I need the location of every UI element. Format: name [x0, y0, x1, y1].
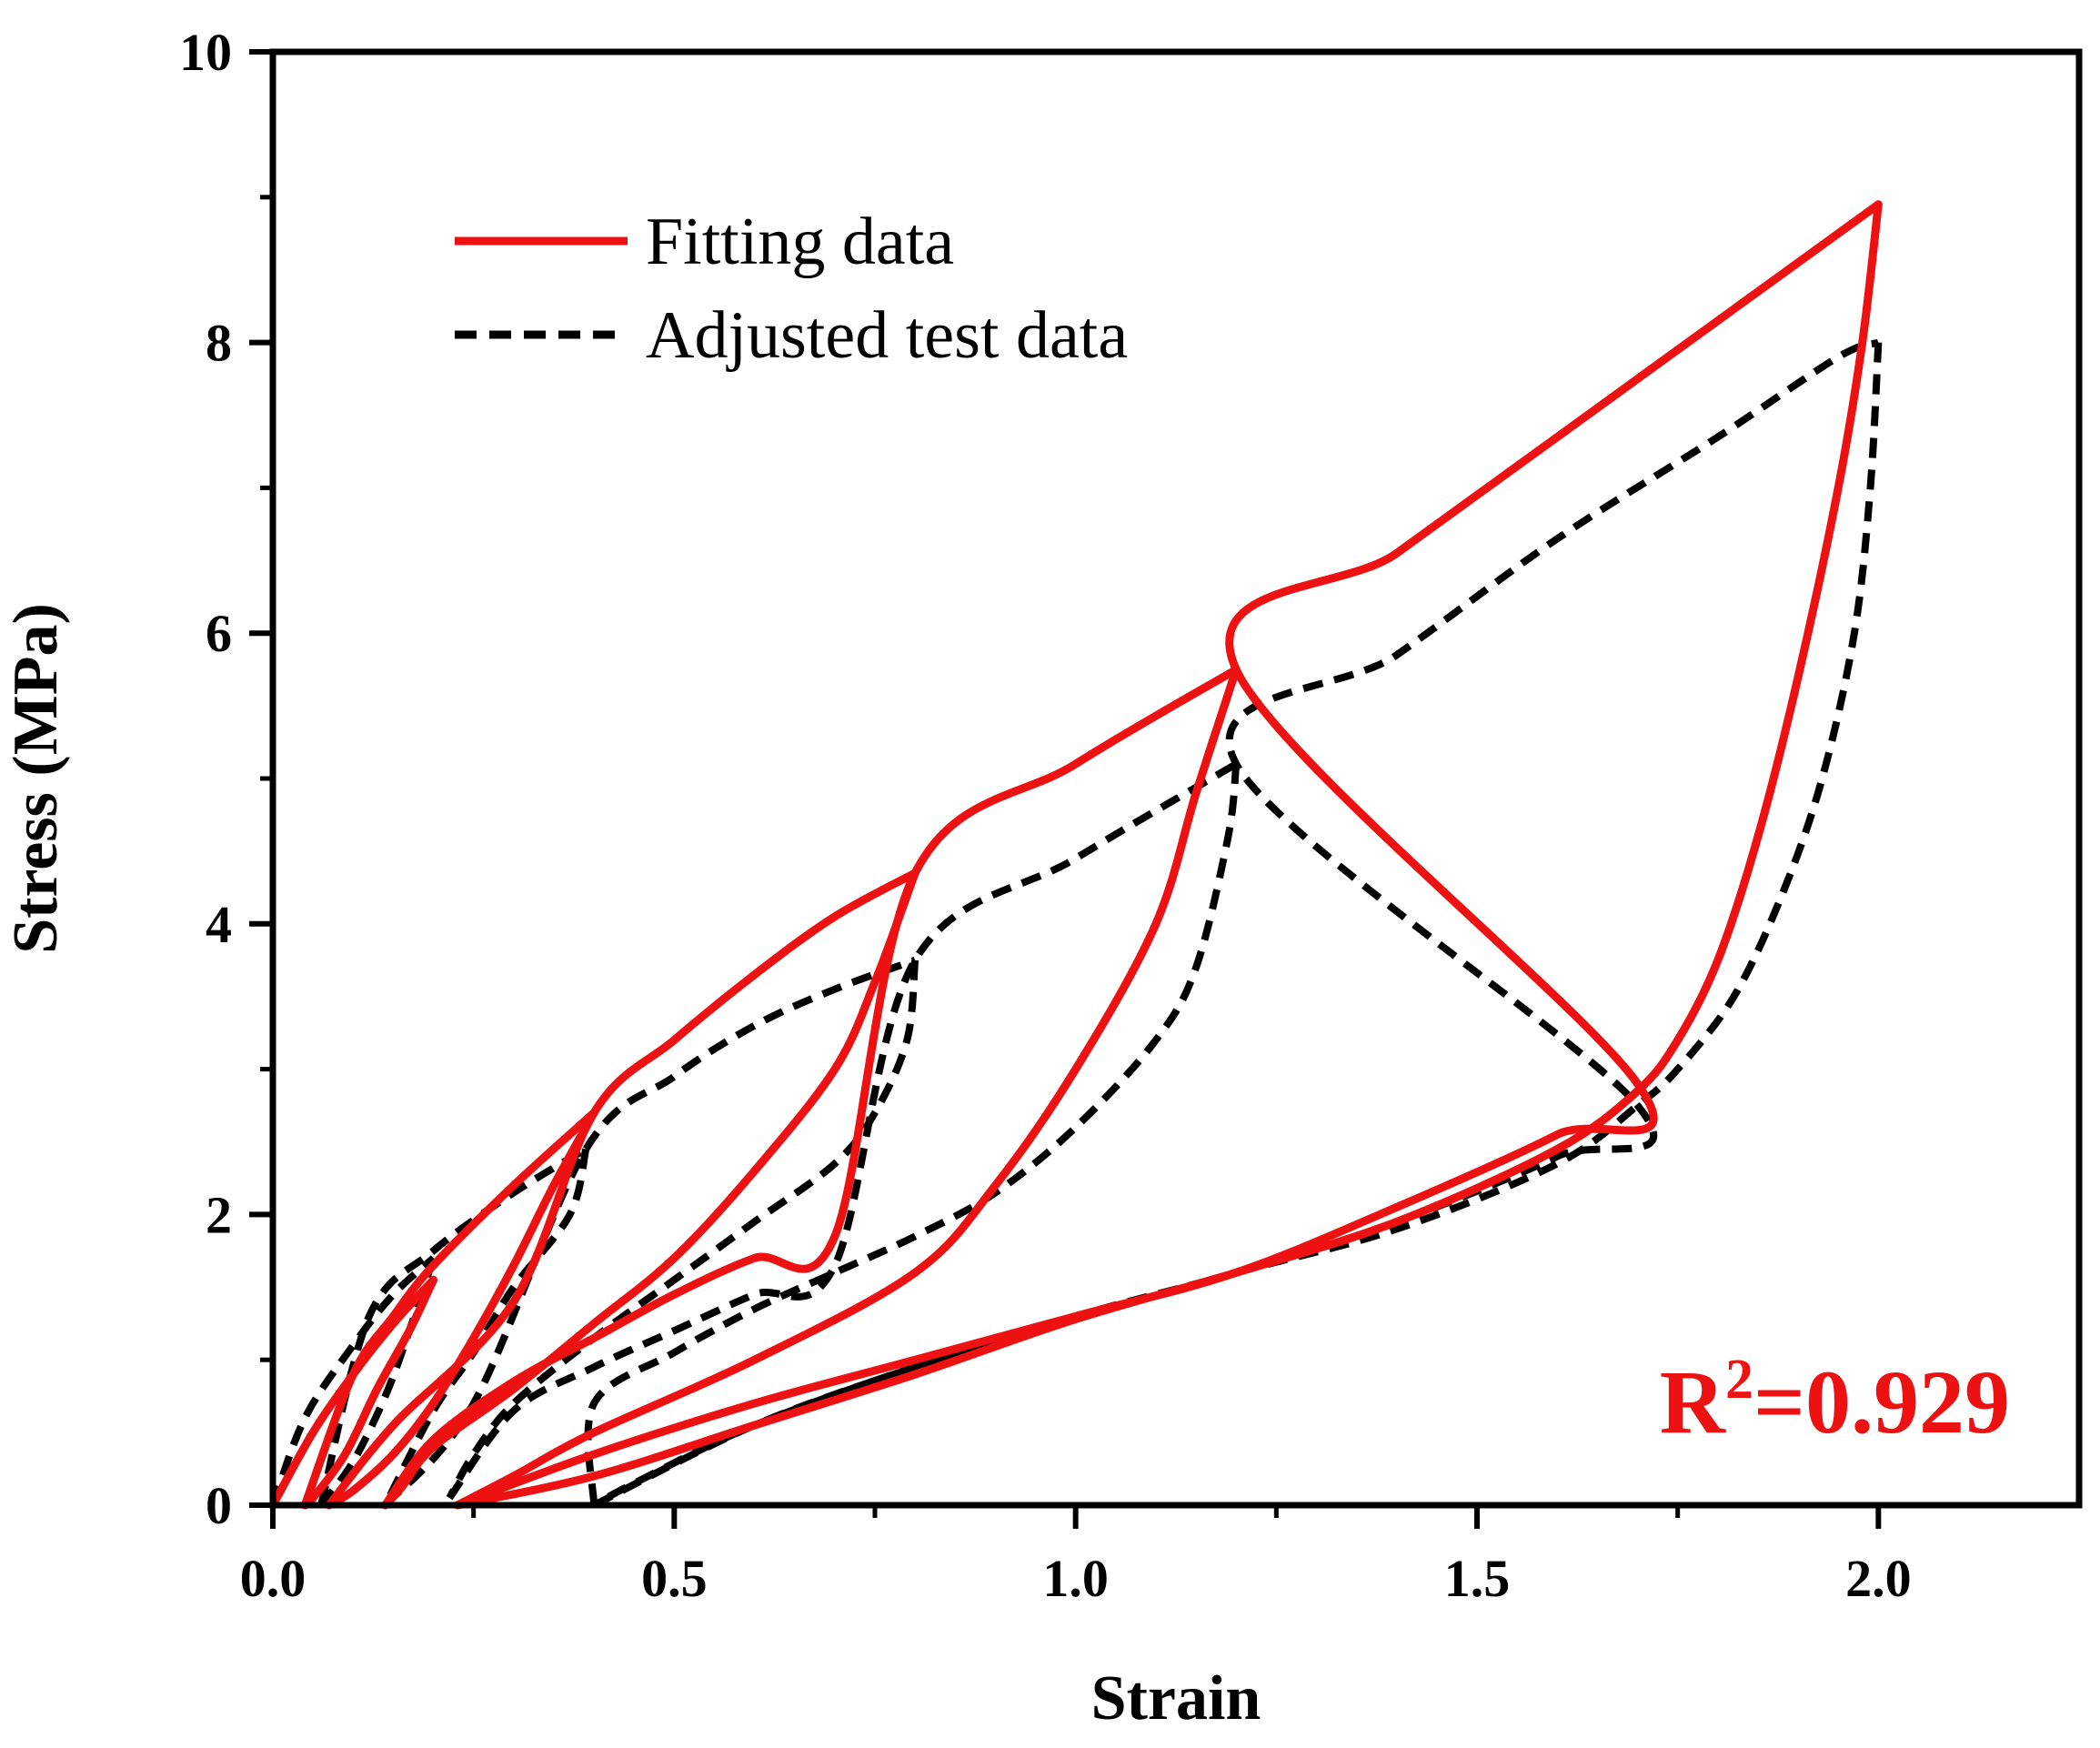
adjusted-test-data-cycle-3-unloading — [446, 959, 919, 1500]
y-tick-label: 6 — [206, 604, 232, 663]
fitting-data-cycle-3-loading — [325, 869, 919, 1510]
y-tick-label: 0 — [206, 1476, 232, 1535]
legend: Fitting data Adjusted test data — [455, 205, 1128, 373]
legend-label-adjusted-test-data: Adjusted test data — [646, 298, 1128, 373]
fitting-data-cycle-4-loading — [381, 665, 1241, 1510]
adjusted-test-data-cycle-5-unloading — [592, 342, 1883, 1509]
x-tick-label: 2.0 — [1845, 1549, 1912, 1608]
x-tick-label: 1.0 — [1042, 1549, 1109, 1608]
legend-label-fitting-data: Fitting data — [646, 205, 954, 279]
r-squared-annotation: R2=0.929 — [1660, 1349, 2010, 1452]
adjusted-test-data-cycle-2-unloading — [382, 1148, 590, 1507]
adjusted-test-data-cycle-4-unloading — [584, 763, 1241, 1506]
fitting-data-cycle-4-unloading — [453, 665, 1241, 1510]
r-squared-prefix: R — [1660, 1351, 1727, 1452]
adjusted-test-data-cycle-1-loading — [269, 1255, 437, 1507]
fitting-data-cycle-1-unloading — [300, 1275, 437, 1510]
adjusted-test-data-cycle-4-loading — [446, 760, 1239, 1501]
x-tick-label: 0.5 — [641, 1549, 708, 1608]
x-tick-label: 1.5 — [1444, 1549, 1511, 1608]
r-squared-superscript: 2 — [1725, 1349, 1753, 1411]
y-tick-label: 8 — [206, 314, 232, 373]
fitting-data-cycle-5-loading — [453, 200, 1883, 1510]
fitting-data-cycle-3-unloading — [381, 869, 919, 1510]
y-tick-label: 2 — [206, 1185, 232, 1244]
y-tick-label: 4 — [206, 895, 232, 954]
fitting-data-cycle-2-loading — [300, 1109, 598, 1510]
x-tick-label: 0.0 — [240, 1549, 306, 1608]
x-axis-title: Strain — [1091, 1663, 1261, 1733]
series-layer — [268, 200, 1883, 1510]
y-tick-label: 10 — [179, 23, 232, 82]
tick-layer: 0.0 0.5 1.0 1.5 2.0 0 2 4 6 8 10 — [179, 23, 1912, 1608]
r-squared-value: =0.929 — [1753, 1351, 2010, 1452]
y-axis-title: Stress (MPa) — [1, 603, 71, 954]
fitting-data-cycle-5-unloading — [453, 200, 1883, 1510]
